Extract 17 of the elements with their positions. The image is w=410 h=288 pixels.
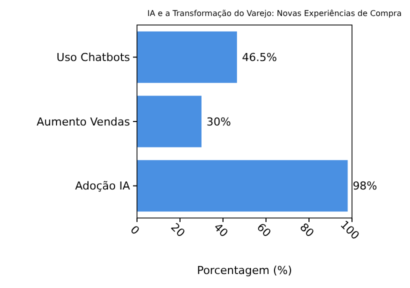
chart-title: IA e a Transformação do Varejo: Novas Experiências de Compra <box>147 9 402 18</box>
bar <box>137 96 202 148</box>
y-tick-label: Aumento Vendas <box>36 115 130 128</box>
x-tick-label: 80 <box>297 220 316 240</box>
bar <box>137 31 237 83</box>
x-axis-title: Porcentagem (%) <box>196 264 292 277</box>
data-label: 46.5% <box>242 51 277 64</box>
x-tick-label: 20 <box>168 220 188 240</box>
x-tick-label: 40 <box>211 220 230 240</box>
data-label: 98% <box>352 180 378 193</box>
x-tick-label: 100 <box>338 218 362 242</box>
y-tick-label: Adoção IA <box>75 180 130 193</box>
x-tick-label: 0 <box>128 223 142 238</box>
data-label: 30% <box>206 115 231 128</box>
y-tick-label: Uso Chatbots <box>56 51 130 64</box>
x-tick-label: 60 <box>254 220 274 240</box>
bar <box>137 160 348 212</box>
